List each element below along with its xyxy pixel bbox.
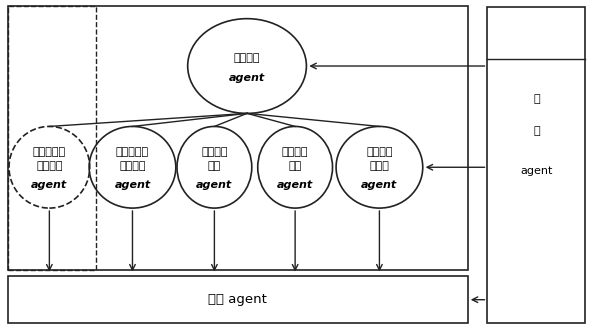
Text: 充电: 充电 — [208, 161, 221, 171]
Text: 负荷监测: 负荷监测 — [36, 161, 62, 171]
Text: 控制: 控制 — [289, 161, 302, 171]
Text: 负荷监测: 负荷监测 — [119, 161, 146, 171]
Bar — [8, 6, 96, 270]
Text: 通信 agent: 通信 agent — [208, 293, 267, 306]
Bar — [8, 276, 468, 323]
Text: 电动汽车: 电动汽车 — [201, 147, 228, 156]
Bar — [487, 7, 585, 323]
Bar — [8, 6, 468, 270]
Text: agent: agent — [196, 180, 233, 190]
Text: 输电变压器: 输电变压器 — [33, 147, 66, 156]
Text: 控制端: 控制端 — [369, 161, 389, 171]
Text: 配电变压器: 配电变压器 — [116, 147, 149, 156]
Text: 智能家电: 智能家电 — [282, 147, 308, 156]
Text: agent: agent — [114, 180, 151, 190]
Text: 护: 护 — [533, 126, 540, 136]
Text: agent: agent — [32, 180, 67, 190]
Text: agent: agent — [229, 73, 265, 83]
Text: 综合决策: 综合决策 — [234, 53, 260, 63]
Text: agent: agent — [277, 180, 313, 190]
Text: agent: agent — [361, 180, 397, 190]
Text: agent: agent — [520, 166, 553, 175]
Text: 维: 维 — [533, 94, 540, 104]
Text: 智能交互: 智能交互 — [366, 147, 393, 156]
